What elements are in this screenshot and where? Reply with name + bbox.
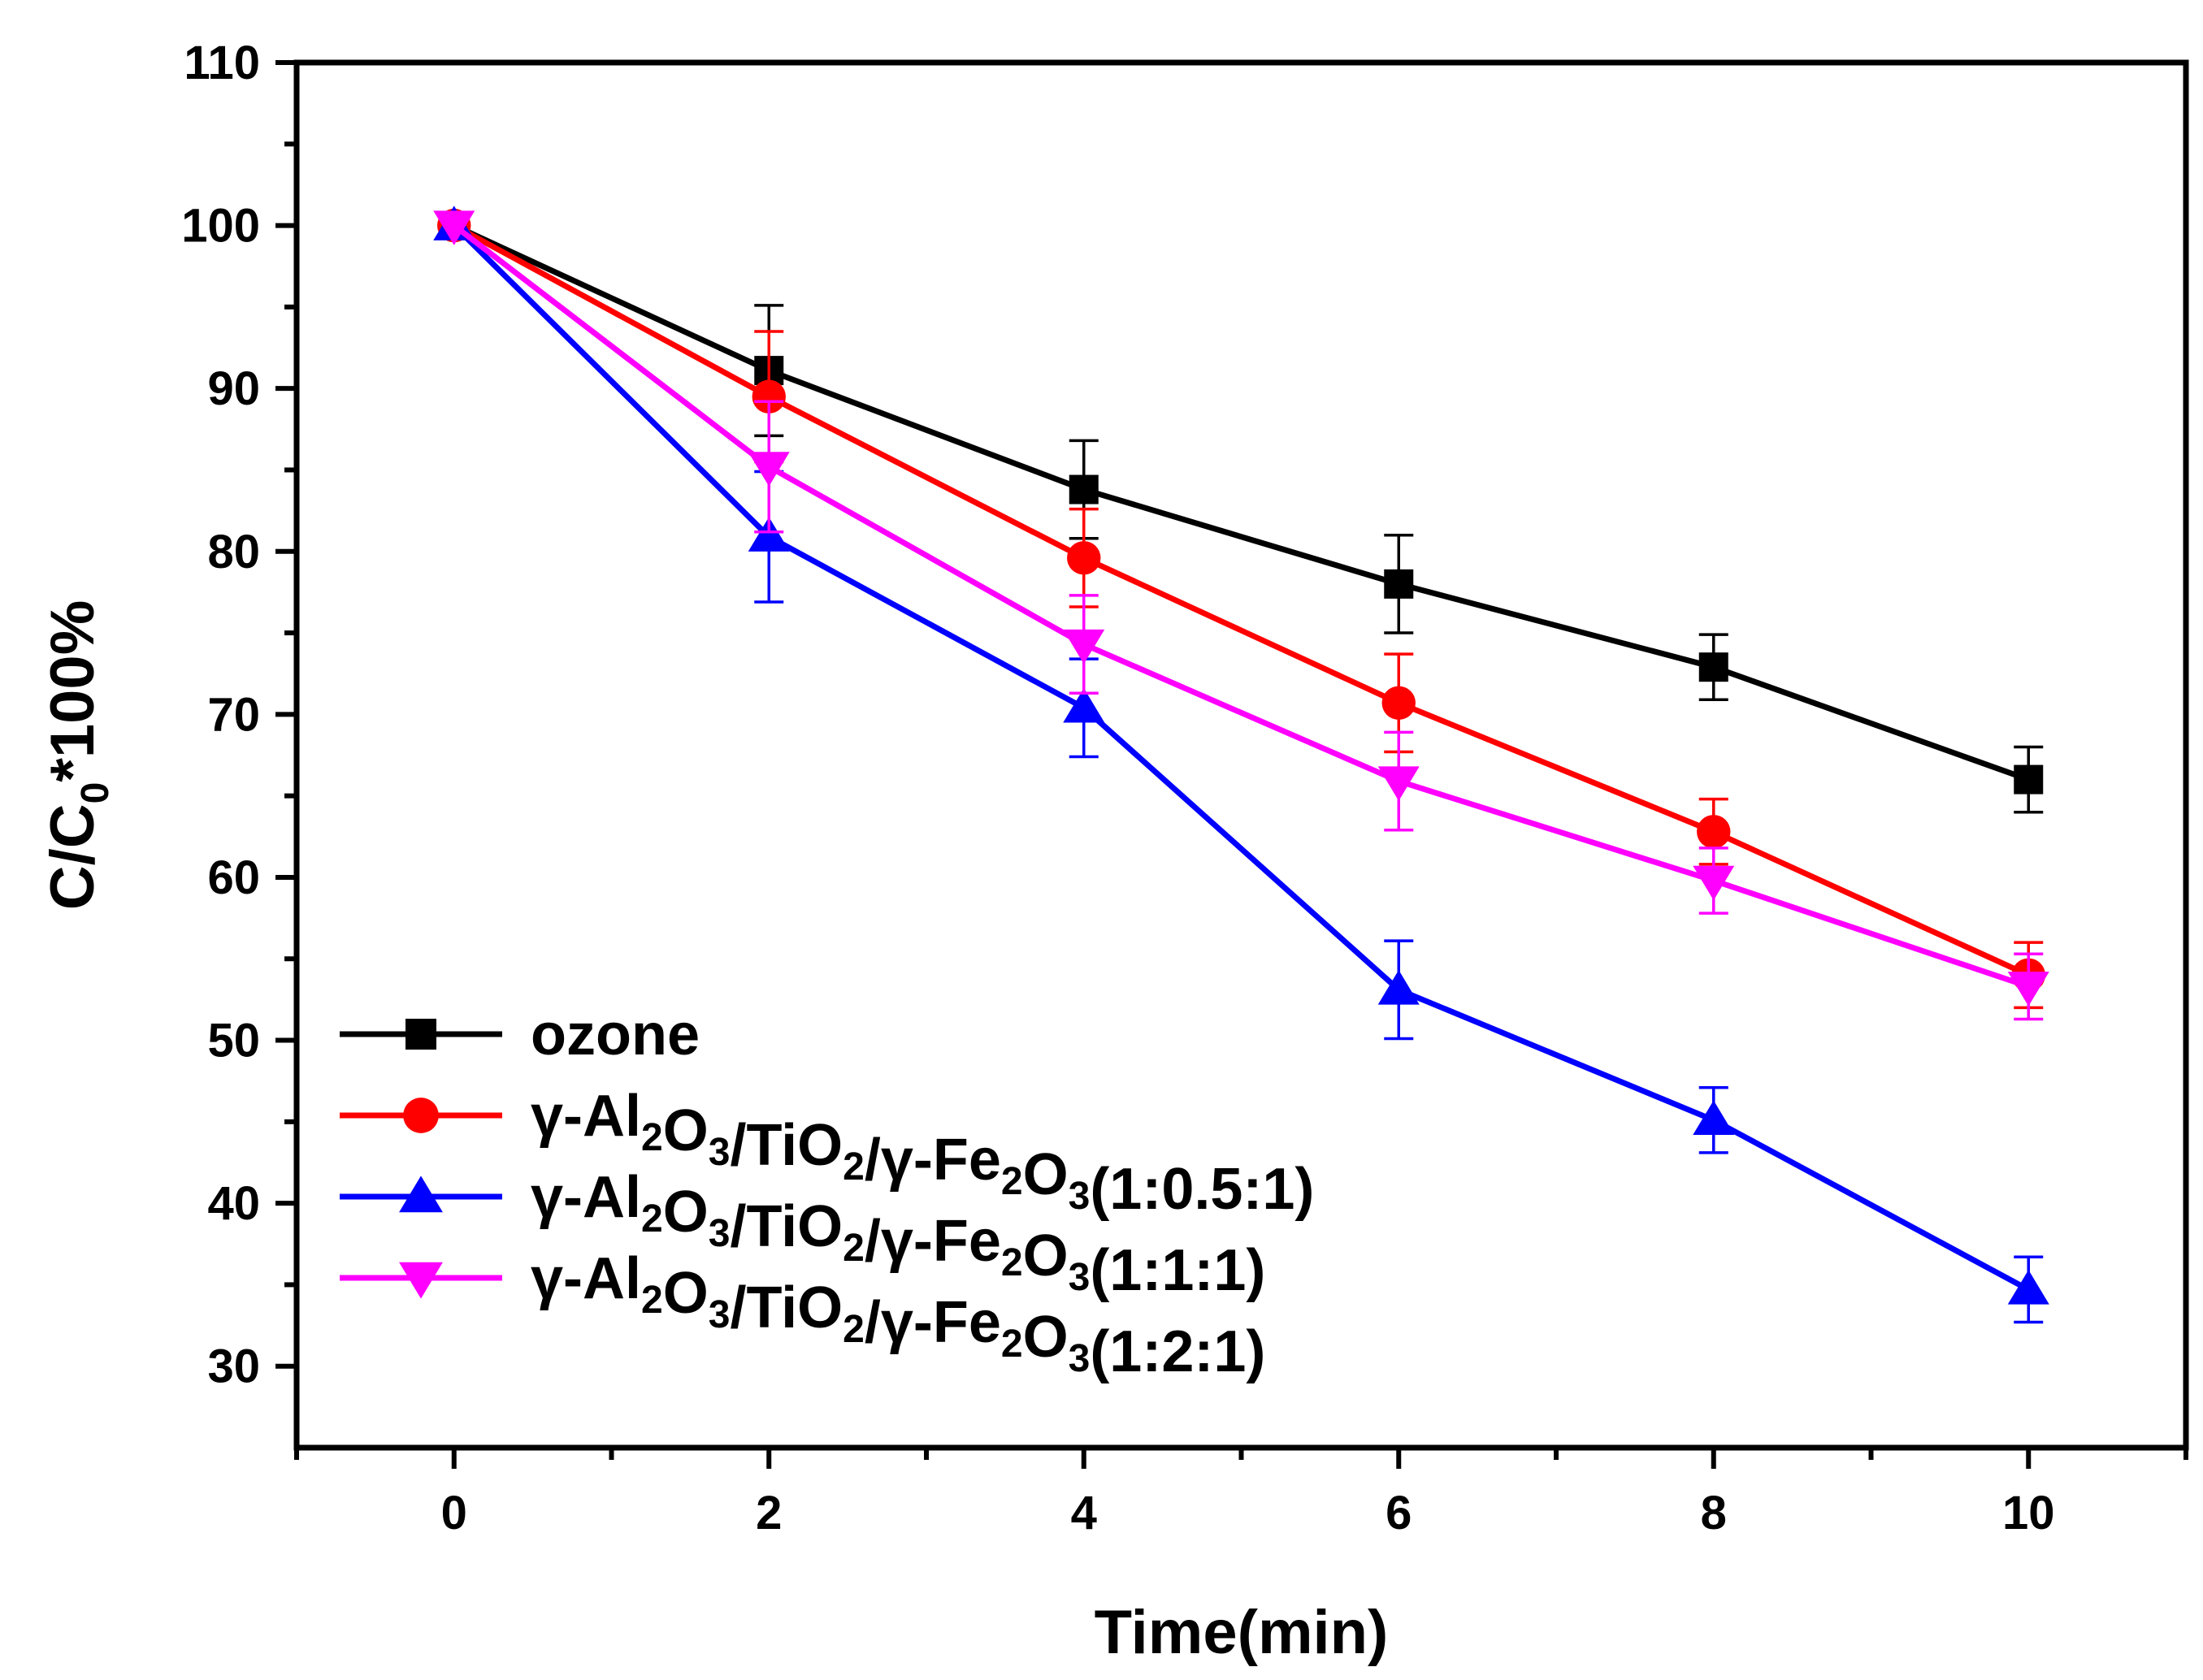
legend-label-subscript: 2 bbox=[1001, 1241, 1023, 1284]
legend-item: ozone bbox=[340, 1002, 700, 1067]
legend-label-part: O bbox=[1023, 1305, 1069, 1370]
data-point bbox=[2007, 972, 2049, 1007]
legend-label-part: /γ-Fe bbox=[865, 1128, 1001, 1193]
x-tick-label: 8 bbox=[1701, 1487, 1727, 1539]
y-tick-label: 70 bbox=[207, 688, 260, 741]
legend-label-part: O bbox=[1023, 1142, 1069, 1207]
x-axis-title: Time(min) bbox=[1095, 1598, 1389, 1667]
legend-item: γ-Al2O3/TiO2/γ-Fe2O3(1:2:1) bbox=[340, 1246, 1265, 1384]
legend-label-subscript: 2 bbox=[641, 1279, 663, 1322]
legend-marker bbox=[403, 1098, 439, 1133]
data-point bbox=[1377, 766, 1420, 801]
data-point bbox=[748, 517, 790, 552]
legend-item: γ-Al2O3/TiO2/γ-Fe2O3(1:0.5:1) bbox=[340, 1084, 1314, 1222]
y-tick-label: 60 bbox=[207, 851, 260, 904]
legend-label-subscript: 3 bbox=[709, 1293, 731, 1336]
y-tick-label: 50 bbox=[207, 1015, 260, 1067]
legend-label-part: O bbox=[663, 1098, 709, 1163]
x-tick-label: 4 bbox=[1071, 1487, 1097, 1539]
legend-label-subscript: 2 bbox=[641, 1116, 663, 1159]
data-point bbox=[1693, 1100, 1735, 1136]
legend-label-part: /TiO bbox=[730, 1194, 843, 1259]
x-tick-label: 6 bbox=[1386, 1487, 1412, 1539]
y-tick-label: 40 bbox=[207, 1177, 260, 1230]
data-point bbox=[1063, 629, 1105, 665]
legend-label: γ-Al2O3/TiO2/γ-Fe2O3(1:0.5:1) bbox=[531, 1084, 1314, 1222]
y-axis-title-part: C/C bbox=[38, 803, 107, 910]
series-0 bbox=[439, 210, 2044, 814]
data-point bbox=[1384, 569, 1414, 599]
legend-label-part: γ-Al bbox=[531, 1165, 641, 1230]
data-point bbox=[1063, 688, 1105, 723]
legend-label-subscript: 3 bbox=[709, 1131, 731, 1174]
legend-label-part: (1:0.5:1) bbox=[1090, 1157, 1314, 1222]
legend-label: γ-Al2O3/TiO2/γ-Fe2O3(1:1:1) bbox=[531, 1165, 1265, 1303]
x-tick-label: 2 bbox=[756, 1487, 782, 1539]
data-point bbox=[433, 210, 475, 245]
legend-label-subscript: 2 bbox=[1001, 1323, 1023, 1366]
data-point bbox=[1069, 474, 1099, 504]
data-point bbox=[748, 452, 790, 487]
series-line bbox=[453, 223, 2030, 978]
legend-label: γ-Al2O3/TiO2/γ-Fe2O3(1:2:1) bbox=[531, 1246, 1265, 1384]
legend-label-part: γ-Al bbox=[531, 1084, 641, 1149]
data-point bbox=[1697, 815, 1731, 849]
legend-label-part: O bbox=[663, 1261, 709, 1326]
legend-label-part: (1:2:1) bbox=[1090, 1319, 1265, 1384]
data-point bbox=[1377, 970, 1420, 1005]
y-tick-label: 30 bbox=[207, 1340, 260, 1393]
series-3 bbox=[433, 210, 2049, 1021]
y-tick-label: 110 bbox=[184, 37, 260, 89]
legend-label-part: /TiO bbox=[730, 1113, 843, 1178]
legend-label-part: (1:1:1) bbox=[1090, 1238, 1265, 1303]
data-point bbox=[752, 379, 786, 414]
legend: ozoneγ-Al2O3/TiO2/γ-Fe2O3(1:0.5:1)γ-Al2O… bbox=[340, 1002, 1314, 1384]
y-tick-label: 90 bbox=[207, 362, 260, 415]
data-point bbox=[1698, 652, 1728, 682]
series-line bbox=[453, 223, 2030, 782]
y-axis-title: C/C0*100% bbox=[38, 600, 117, 911]
legend-label-subscript: 2 bbox=[843, 1145, 865, 1189]
legend-label-part: /γ-Fe bbox=[865, 1209, 1001, 1274]
legend-label-subscript: 3 bbox=[1069, 1256, 1091, 1299]
legend-label-subscript: 2 bbox=[1001, 1160, 1023, 1203]
data-point bbox=[1067, 541, 1101, 575]
series-line bbox=[452, 223, 2030, 1292]
legend-label-subscript: 3 bbox=[709, 1212, 731, 1255]
legend-marker bbox=[405, 1019, 436, 1050]
legend-label-part: ozone bbox=[531, 1002, 700, 1067]
legend-label-part: O bbox=[663, 1180, 709, 1245]
y-axis-title-part: *100% bbox=[38, 600, 107, 782]
legend-label-subscript: 2 bbox=[843, 1308, 865, 1351]
y-axis-title-subscript: 0 bbox=[74, 782, 117, 804]
axes: 0 2 4 6 8 1030405060708090100110Time(min)C/C0… bbox=[38, 37, 2189, 1667]
legend-label-subscript: 3 bbox=[1069, 1337, 1091, 1380]
y-tick-label: 100 bbox=[181, 200, 260, 253]
x-tick-label: 10 bbox=[2002, 1487, 2055, 1539]
legend-label-part: /TiO bbox=[730, 1275, 843, 1340]
data-point bbox=[2007, 1270, 2049, 1305]
series-layer bbox=[433, 206, 2049, 1324]
legend-label: ozone bbox=[531, 1002, 700, 1067]
legend-marker bbox=[399, 1262, 443, 1299]
data-point bbox=[1693, 865, 1735, 901]
legend-item: γ-Al2O3/TiO2/γ-Fe2O3(1:1:1) bbox=[340, 1165, 1265, 1303]
series-line bbox=[452, 223, 2030, 989]
data-point bbox=[2014, 764, 2044, 795]
legend-label-part: /γ-Fe bbox=[865, 1290, 1001, 1355]
legend-label-subscript: 2 bbox=[641, 1197, 663, 1241]
legend-label-subscript: 3 bbox=[1069, 1175, 1091, 1218]
x-tick-label: 0 bbox=[441, 1487, 467, 1539]
y-tick-label: 80 bbox=[207, 526, 260, 578]
legend-label-part: O bbox=[1023, 1223, 1069, 1288]
legend-marker bbox=[399, 1176, 443, 1213]
legend-label-part: γ-Al bbox=[531, 1246, 641, 1311]
legend-label-subscript: 2 bbox=[843, 1227, 865, 1270]
data-point bbox=[1381, 686, 1416, 721]
